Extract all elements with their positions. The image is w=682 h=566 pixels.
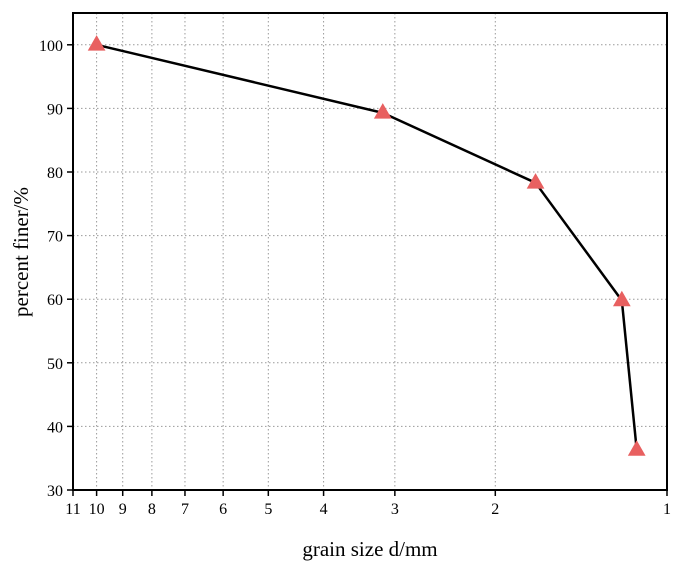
x-tick-label: 3 [391,501,399,518]
y-tick-label: 50 [47,356,63,373]
grid-lines [73,13,667,490]
data-series [87,35,646,456]
y-tick-label: 60 [47,292,63,309]
x-tick-label: 9 [119,501,127,518]
x-tick-label: 1 [663,501,671,518]
x-axis-title: grain size d/mm [302,537,437,561]
y-axis-title: percent finer/% [9,187,33,317]
x-tick-label: 4 [320,501,328,518]
y-tick-label: 70 [47,229,63,246]
data-point-marker [612,290,631,307]
y-tick-label: 40 [47,419,63,436]
x-tick-label: 2 [491,501,499,518]
x-tick-label: 7 [181,501,189,518]
y-tick-label: 90 [47,101,63,118]
x-tick-label: 6 [219,501,227,518]
x-tick-label: 11 [65,501,80,518]
x-tick-label: 5 [264,501,272,518]
data-point-marker [526,173,545,189]
x-axis: 11 10 9 8 7 6 5 4 3 2 1 [65,490,671,518]
data-point-marker [373,103,392,119]
data-point-marker [87,35,106,51]
y-tick-label: 80 [47,165,63,182]
y-tick-label: 30 [47,483,63,500]
x-tick-label: 10 [89,501,105,518]
plot-frame [72,12,668,491]
data-point-marker [627,440,646,456]
y-tick-label: 100 [39,38,63,55]
series-line [96,43,638,451]
y-axis: 30 40 50 60 70 80 90 100 [39,38,73,500]
x-tick-label: 8 [148,501,156,518]
